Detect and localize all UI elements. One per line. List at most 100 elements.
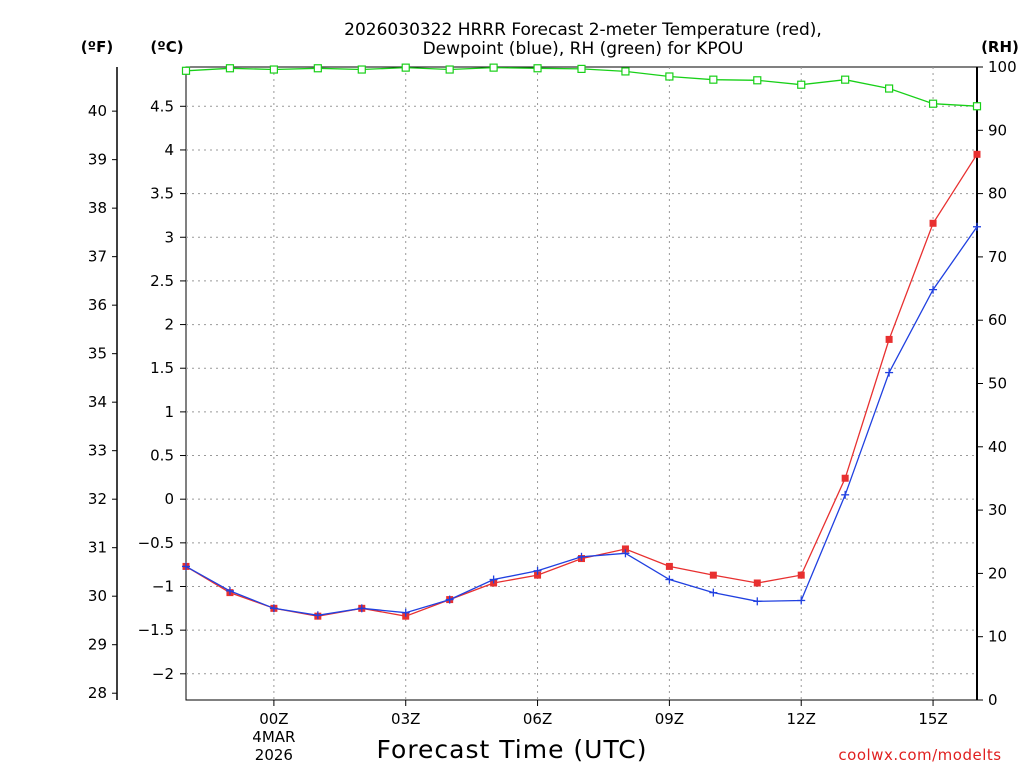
rh-point [928, 99, 938, 108]
celsius-tick-label: 0.5 [150, 447, 174, 465]
x-tick-label: 03Z [391, 710, 420, 728]
fahrenheit-tick-label: 35 [88, 345, 107, 363]
rh-point [181, 66, 191, 75]
dewpoint-point [313, 611, 322, 620]
fahrenheit-tick-label: 30 [88, 587, 107, 605]
dewpoint-point [489, 575, 498, 584]
celsius-tick-label: 1 [164, 403, 174, 421]
rh-point [885, 84, 894, 93]
chart-title-line1: 2026030322 HRRR Forecast 2-meter Tempera… [344, 20, 822, 40]
rh-point [533, 64, 542, 73]
rh-point [577, 64, 586, 73]
rh-point [621, 67, 630, 76]
celsius-tick-label: −1 [152, 577, 174, 595]
dewpoint-point [885, 368, 894, 377]
temperature-point [753, 579, 761, 587]
rh-tick-label: 20 [988, 564, 1007, 582]
fahrenheit-tick-label: 39 [88, 151, 107, 169]
dewpoint-point [401, 608, 410, 617]
rh-point [753, 76, 762, 85]
fahrenheit-tick-label: 29 [88, 636, 107, 654]
temperature-point [709, 571, 717, 579]
rh-point [972, 102, 982, 111]
celsius-tick-label: 4 [164, 141, 174, 159]
temperature-point [665, 562, 673, 570]
dewpoint-point [445, 595, 454, 604]
celsius-tick-label: −1.5 [138, 621, 174, 639]
celsius-tick-label: 4.5 [150, 97, 174, 115]
fahrenheit-tick-label: 40 [88, 102, 107, 120]
temperature-point [885, 335, 893, 343]
temperature-point [929, 219, 937, 227]
rh-tick-label: 80 [988, 185, 1007, 203]
rh-tick-label: 10 [988, 628, 1007, 646]
rh-point [269, 65, 278, 74]
x-tick-label: 09Z [655, 710, 684, 728]
fahrenheit-tick-label: 31 [88, 539, 107, 557]
dewpoint-point [841, 490, 850, 499]
rh-point [489, 63, 498, 72]
temperature-point [534, 571, 542, 579]
x-tick-sublabel-year: 2026 [255, 746, 293, 764]
temperature-point [973, 150, 981, 158]
rh-point [797, 80, 806, 89]
celsius-tick-label: 3 [164, 228, 174, 246]
rh-line [185, 66, 978, 107]
dewpoint-point [533, 566, 542, 575]
temperature-point [621, 545, 629, 553]
rh-tick-label: 70 [988, 248, 1007, 266]
rh-tick-label: 90 [988, 121, 1007, 139]
celsius-tick-label: −2 [152, 665, 174, 683]
dewpoint-point [797, 596, 806, 605]
rh-unit-label: (RH) [981, 38, 1019, 56]
x-tick-label: 12Z [787, 710, 816, 728]
rh-point [401, 63, 410, 72]
celsius-tick-label: 2 [164, 316, 174, 334]
fahrenheit-tick-label: 34 [88, 393, 107, 411]
dewpoint-point [665, 575, 674, 584]
dewpoint-point [357, 604, 366, 613]
celsius-tick-label: 1.5 [150, 359, 174, 377]
rh-tick-label: 50 [988, 375, 1007, 393]
celsius-unit-label: (ºC) [150, 38, 183, 56]
x-axis-label: Forecast Time (UTC) [377, 735, 648, 764]
celsius-tick-label: 3.5 [150, 185, 174, 203]
temperature-point [841, 474, 849, 482]
fahrenheit-tick-label: 37 [88, 248, 107, 266]
celsius-tick-label: 0 [164, 490, 174, 508]
rh-tick-label: 100 [988, 58, 1017, 76]
dewpoint-point [621, 549, 630, 558]
dewpoint-point [753, 597, 762, 606]
fahrenheit-tick-label: 28 [88, 684, 107, 702]
dewpoint-point [973, 222, 981, 231]
x-tick-label: 06Z [523, 710, 552, 728]
fahrenheit-unit-label: (ºF) [81, 38, 113, 56]
grid-layer [185, 66, 978, 701]
dewpoint-point [269, 604, 278, 613]
x-tick-label: 00Z [259, 710, 288, 728]
dewpoint-point [225, 586, 234, 595]
x-tick-label: 15Z [918, 710, 947, 728]
rh-point [665, 72, 674, 81]
fahrenheit-tick-label: 33 [88, 442, 107, 460]
fahrenheit-tick-label: 32 [88, 490, 107, 508]
dewpoint-point [577, 552, 586, 561]
rh-point [225, 64, 235, 73]
rh-tick-label: 30 [988, 501, 1007, 519]
rh-point [841, 75, 850, 84]
celsius-tick-label: −0.5 [138, 534, 174, 552]
rh-point [709, 75, 718, 84]
dewpoint-point [182, 562, 190, 571]
rh-point [445, 65, 454, 74]
rh-point [357, 65, 366, 74]
rh-tick-label: 60 [988, 311, 1007, 329]
credit-label: coolwx.com/modelts [838, 746, 1001, 764]
plot-frame [185, 66, 978, 701]
fahrenheit-tick-label: 36 [88, 296, 107, 314]
dewpoint-point [709, 588, 718, 597]
axis-layer: 4.5 4 3.5 3 2.5 2 1.5 1 0.5 0 −0.5 −1 −1.5 −2 40 39 38 37… [88, 58, 1017, 764]
dewpoint-point [929, 285, 938, 294]
celsius-tick-label: 2.5 [150, 272, 174, 290]
fahrenheit-tick-label: 38 [88, 199, 107, 217]
